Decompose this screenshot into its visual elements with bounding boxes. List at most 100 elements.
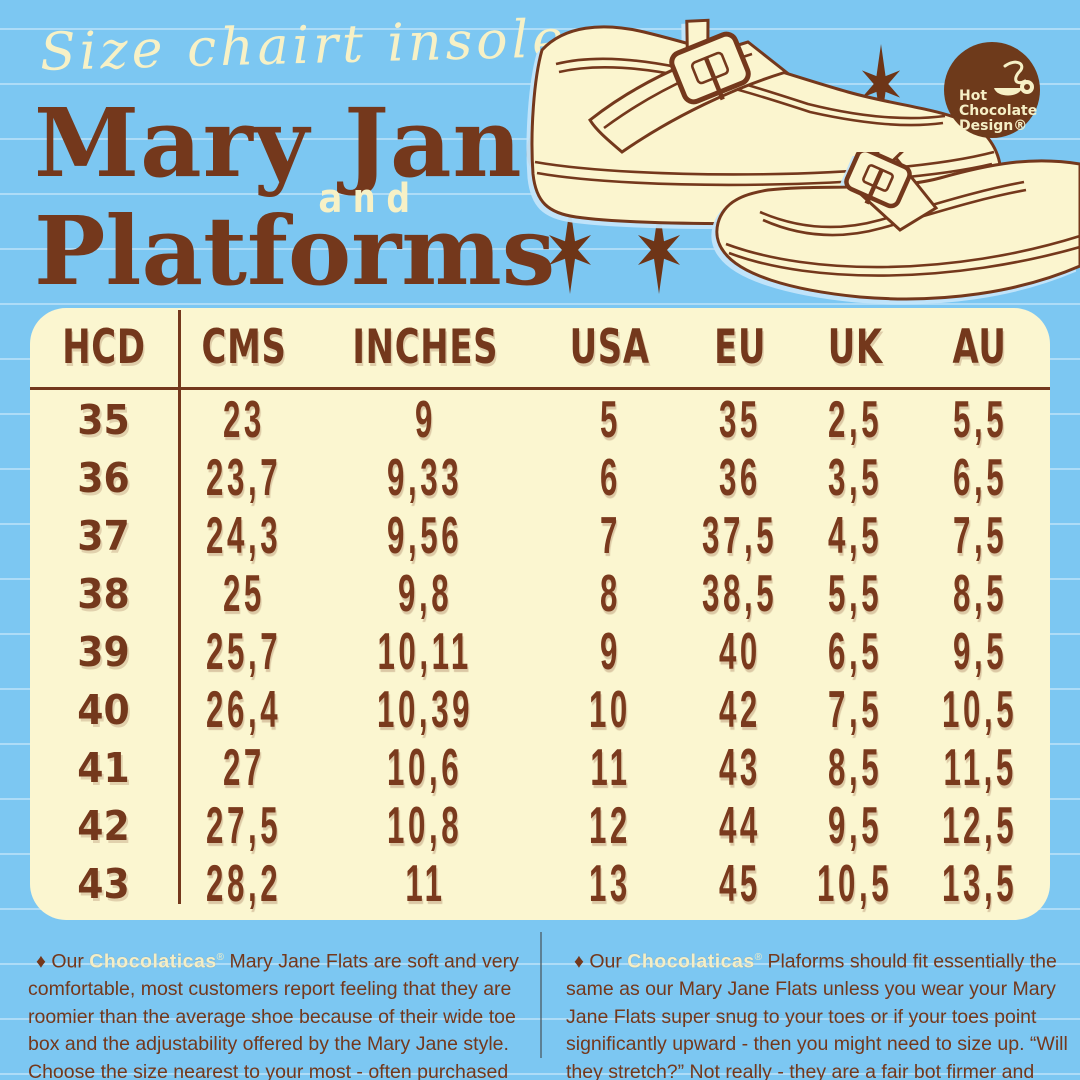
cell-hcd-size: 41 [77,744,131,792]
table-row-hcd-35: 35 23 9 5 35 2,5 5,5 [30,390,1050,449]
steam-icon [1003,60,1027,85]
cell-usa: 11 [589,739,631,797]
cell-hcd-size: 39 [77,628,131,676]
column-header-inches: INCHES [352,320,498,375]
cell-eu: 35 [719,391,761,449]
cell-cms: 28,2 [206,855,282,913]
table-row-hcd-40: 40 26,4 10,39 10 42 7,5 10,5 [30,680,1050,739]
cell-au: 11,5 [943,739,1017,797]
sparkle-star-icon [638,206,680,294]
note-mary-jane-flats: ♦ Our Chocolaticas® Mary Jane Flats are … [28,944,522,1080]
table-row-hcd-43: 43 28,2 11 13 45 10,5 13,5 [30,854,1050,913]
cell-hcd-size: 40 [77,686,131,734]
table-column-divider [178,310,181,904]
column-header-usa: USA [569,320,651,375]
cell-hcd-size: 37 [77,512,131,560]
cell-cms: 27 [223,739,265,797]
cell-uk: 3,5 [827,449,883,507]
cell-au: 7,5 [952,507,1008,565]
registered-mark: ® [754,952,763,963]
cell-eu: 42 [719,681,761,739]
cell-cms: 23,7 [206,449,282,507]
cell-cms: 26,4 [206,681,282,739]
cell-uk: 9,5 [827,797,883,855]
cell-inches: 10,6 [387,739,463,797]
page-title-platforms: Platforms [34,196,556,307]
cell-usa: 5 [599,391,621,449]
cell-inches: 10,11 [377,623,473,681]
cell-eu: 38,5 [702,565,778,623]
cell-inches: 9,8 [397,565,453,623]
cell-au: 5,5 [952,391,1008,449]
table-row-hcd-41: 41 27 10,6 11 43 8,5 11,5 [30,738,1050,797]
column-header-eu: EU [713,320,767,375]
script-subtitle: Size chairt insole [39,9,568,83]
cell-hcd-size: 35 [77,396,131,444]
notes-divider [540,932,542,1058]
cell-usa: 12 [589,797,631,855]
cell-uk: 2,5 [827,391,883,449]
logo-line2: Chocolate [959,103,1037,119]
cell-usa: 9 [599,623,621,681]
column-header-uk: UK [827,320,883,375]
cell-usa: 13 [589,855,631,913]
cell-eu: 40 [719,623,761,681]
flat-shoe-illustration-icon [715,152,1080,301]
cell-inches: 9 [414,391,436,449]
hot-chocolate-design-logo: Hot Chocolate Design® [944,42,1040,138]
table-row-hcd-38: 38 25 9,8 8 38,5 5,5 8,5 [30,564,1050,623]
cell-eu: 37,5 [702,507,778,565]
cell-uk: 7,5 [827,681,883,739]
cell-hcd-size: 43 [77,860,131,908]
cell-au: 13,5 [942,855,1018,913]
cell-cms: 25,7 [206,623,282,681]
table-row-hcd-39: 39 25,7 10,11 9 40 6,5 9,5 [30,622,1050,681]
note-bullet: ♦ Our [36,950,90,973]
cell-eu: 45 [719,855,761,913]
cell-au: 12,5 [942,797,1018,855]
note-platforms: ♦ Our Chocolaticas® Plaforms should fit … [566,944,1068,1080]
note-text: Mary Jane Flats are soft and very comfor… [28,950,519,1080]
column-header-cms: CMS [201,320,287,375]
title-connector: and [318,176,421,222]
note-text: Plaforms should fit essentially the same… [566,950,1068,1080]
cell-usa: 6 [599,449,621,507]
cell-hcd-size: 38 [77,570,131,618]
brand-name: Chocolaticas [627,950,755,973]
size-table: HCD CMS INCHES USA EU UK AU 35 23 9 5 35 2,5 5,5 36 23… [30,308,1050,920]
column-header-au: AU [952,320,1008,375]
table-row-hcd-42: 42 27,5 10,8 12 44 9,5 12,5 [30,796,1050,855]
cell-hcd-size: 36 [77,454,131,502]
cell-eu: 36 [719,449,761,507]
column-header-hcd: HCD [62,320,146,375]
cell-uk: 8,5 [827,739,883,797]
logo-line3: Design® [959,118,1027,134]
cell-inches: 10,39 [376,681,474,739]
cell-usa: 8 [599,565,621,623]
cell-cms: 23 [223,391,265,449]
cell-inches: 9,33 [387,449,463,507]
cell-hcd-size: 42 [77,802,131,850]
cup-icon [994,88,1022,96]
cell-inches: 10,8 [387,797,463,855]
logo-line1: Hot [959,88,987,104]
cell-inches: 9,56 [387,507,463,565]
cell-au: 9,5 [952,623,1008,681]
cell-uk: 10,5 [817,855,893,913]
cell-inches: 11 [404,855,446,913]
table-row-hcd-36: 36 23,7 9,33 6 36 3,5 6,5 [30,448,1050,507]
brand-name: Chocolaticas [89,950,217,973]
cell-cms: 27,5 [206,797,282,855]
cell-cms: 25 [223,565,265,623]
cell-cms: 24,3 [206,507,282,565]
cell-au: 10,5 [942,681,1018,739]
page-title-mary-jane: Mary Jane [34,88,585,199]
note-bullet: ♦ Our [574,950,628,973]
table-row-hcd-37: 37 24,3 9,56 7 37,5 4,5 7,5 [30,506,1050,565]
cell-eu: 44 [719,797,761,855]
registered-mark: ® [216,952,225,963]
cell-usa: 7 [599,507,621,565]
cell-uk: 4,5 [827,507,883,565]
cell-uk: 5,5 [827,565,883,623]
